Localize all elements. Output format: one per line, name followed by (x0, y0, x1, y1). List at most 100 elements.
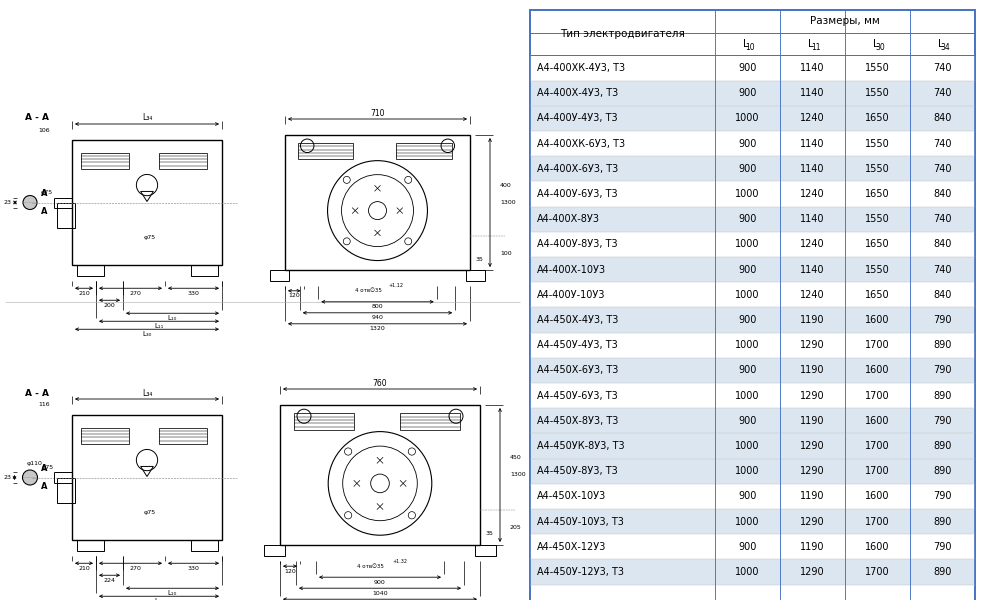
Text: А4-450У-6У3, Т3: А4-450У-6У3, Т3 (537, 391, 618, 401)
Text: 1550: 1550 (865, 265, 890, 275)
Text: 1240: 1240 (800, 113, 825, 124)
Text: 1600: 1600 (865, 542, 890, 552)
Text: L₁₀: L₁₀ (168, 315, 177, 321)
Text: 200: 200 (104, 303, 115, 308)
Text: А4-450Х-6У3, Т3: А4-450Х-6У3, Т3 (537, 365, 618, 376)
Text: 1000: 1000 (735, 189, 760, 199)
Text: 1650: 1650 (865, 189, 890, 199)
Bar (264, 545, 285, 556)
Bar (530, 433, 975, 458)
Text: 900: 900 (738, 365, 757, 376)
Text: 1000: 1000 (735, 290, 760, 300)
Text: 1650: 1650 (865, 239, 890, 250)
Text: 890: 890 (933, 567, 952, 577)
Text: 1000: 1000 (735, 441, 760, 451)
Text: 1140: 1140 (800, 88, 825, 98)
Text: 1550: 1550 (865, 63, 890, 73)
Bar (530, 206, 975, 232)
Text: 1300: 1300 (500, 200, 516, 205)
Text: Размеры, мм: Размеры, мм (810, 16, 880, 26)
Text: А4-450У-12У3, Т3: А4-450У-12У3, Т3 (537, 567, 624, 577)
Text: L₃₄: L₃₄ (142, 113, 152, 122)
Text: 790: 790 (933, 365, 952, 376)
Text: 790: 790 (933, 542, 952, 552)
Text: 1700: 1700 (865, 441, 890, 451)
Bar (530, 358, 975, 383)
Text: 900: 900 (738, 88, 757, 98)
Text: 1000: 1000 (735, 567, 760, 577)
Text: А4-450Х-8У3, Т3: А4-450Х-8У3, Т3 (537, 416, 618, 426)
Bar (530, 257, 975, 282)
Text: 1550: 1550 (865, 139, 890, 149)
Text: +1.12: +1.12 (388, 283, 404, 289)
Text: 890: 890 (933, 466, 952, 476)
Text: 1600: 1600 (865, 491, 890, 502)
Text: 120: 120 (284, 569, 296, 574)
Bar (72, 140, 222, 265)
Bar (530, 484, 975, 509)
Text: 1190: 1190 (800, 491, 825, 502)
Text: 740: 740 (933, 164, 952, 174)
Text: L₁₀: L₁₀ (168, 590, 177, 596)
Text: 23: 23 (4, 475, 12, 480)
Text: φ75: φ75 (144, 510, 156, 515)
Text: 1700: 1700 (865, 391, 890, 401)
Text: А4-400У-4У3, Т3: А4-400У-4У3, Т3 (537, 113, 618, 124)
Text: 900: 900 (738, 164, 757, 174)
Bar (298, 143, 353, 159)
Text: 1240: 1240 (800, 290, 825, 300)
Text: φ75: φ75 (144, 235, 156, 240)
Text: 1290: 1290 (800, 466, 825, 476)
Text: 1240: 1240 (800, 189, 825, 199)
Bar (72, 415, 222, 540)
Text: 900: 900 (738, 139, 757, 149)
Text: 120: 120 (288, 293, 300, 298)
Text: A: A (41, 464, 47, 473)
Text: 1700: 1700 (865, 340, 890, 350)
Text: 840: 840 (933, 113, 952, 124)
Text: 11: 11 (811, 43, 820, 52)
Text: 4 отв∅35: 4 отв∅35 (355, 289, 382, 293)
Text: 330: 330 (188, 291, 199, 296)
Bar (530, 559, 975, 584)
Text: 1190: 1190 (800, 315, 825, 325)
Text: 740: 740 (933, 88, 952, 98)
Bar (466, 270, 485, 281)
Text: 800: 800 (372, 304, 383, 310)
Text: А4-400ХК-6У3, Т3: А4-400ХК-6У3, Т3 (537, 139, 625, 149)
Text: 740: 740 (933, 214, 952, 224)
Text: 790: 790 (933, 491, 952, 502)
Text: А4-450У-8У3, Т3: А4-450У-8У3, Т3 (537, 466, 618, 476)
Text: А4-400Х-6У3, Т3: А4-400Х-6У3, Т3 (537, 164, 618, 174)
Text: 1320: 1320 (370, 326, 385, 331)
Bar (530, 282, 975, 307)
Bar (530, 181, 975, 206)
Text: 1000: 1000 (735, 113, 760, 124)
Text: 400: 400 (500, 183, 512, 188)
Text: А4-450Х-4У3, Т3: А4-450Х-4У3, Т3 (537, 315, 618, 325)
Text: А4-450Х-12У3: А4-450Х-12У3 (537, 542, 606, 552)
Text: L₃₄: L₃₄ (142, 389, 152, 397)
Text: φ75: φ75 (41, 190, 53, 195)
Text: 35: 35 (486, 532, 494, 536)
Text: А4-450Х-10У3: А4-450Х-10У3 (537, 491, 606, 502)
Text: 210: 210 (78, 291, 90, 296)
Bar (530, 156, 975, 181)
Text: 1000: 1000 (735, 517, 760, 527)
Text: 1190: 1190 (800, 542, 825, 552)
Text: 1600: 1600 (865, 365, 890, 376)
Text: 1300: 1300 (510, 473, 526, 478)
Text: 1140: 1140 (800, 63, 825, 73)
Text: 760: 760 (373, 379, 387, 388)
Text: А4-400Х-8У3: А4-400Х-8У3 (537, 214, 600, 224)
Bar (81, 152, 129, 169)
Circle shape (22, 470, 38, 485)
Text: 1140: 1140 (800, 214, 825, 224)
Text: φ75: φ75 (41, 464, 54, 469)
Bar (81, 427, 129, 444)
Text: 1190: 1190 (800, 365, 825, 376)
Text: 790: 790 (933, 416, 952, 426)
Text: L: L (873, 39, 879, 49)
Text: 890: 890 (933, 441, 952, 451)
Text: 900: 900 (738, 542, 757, 552)
